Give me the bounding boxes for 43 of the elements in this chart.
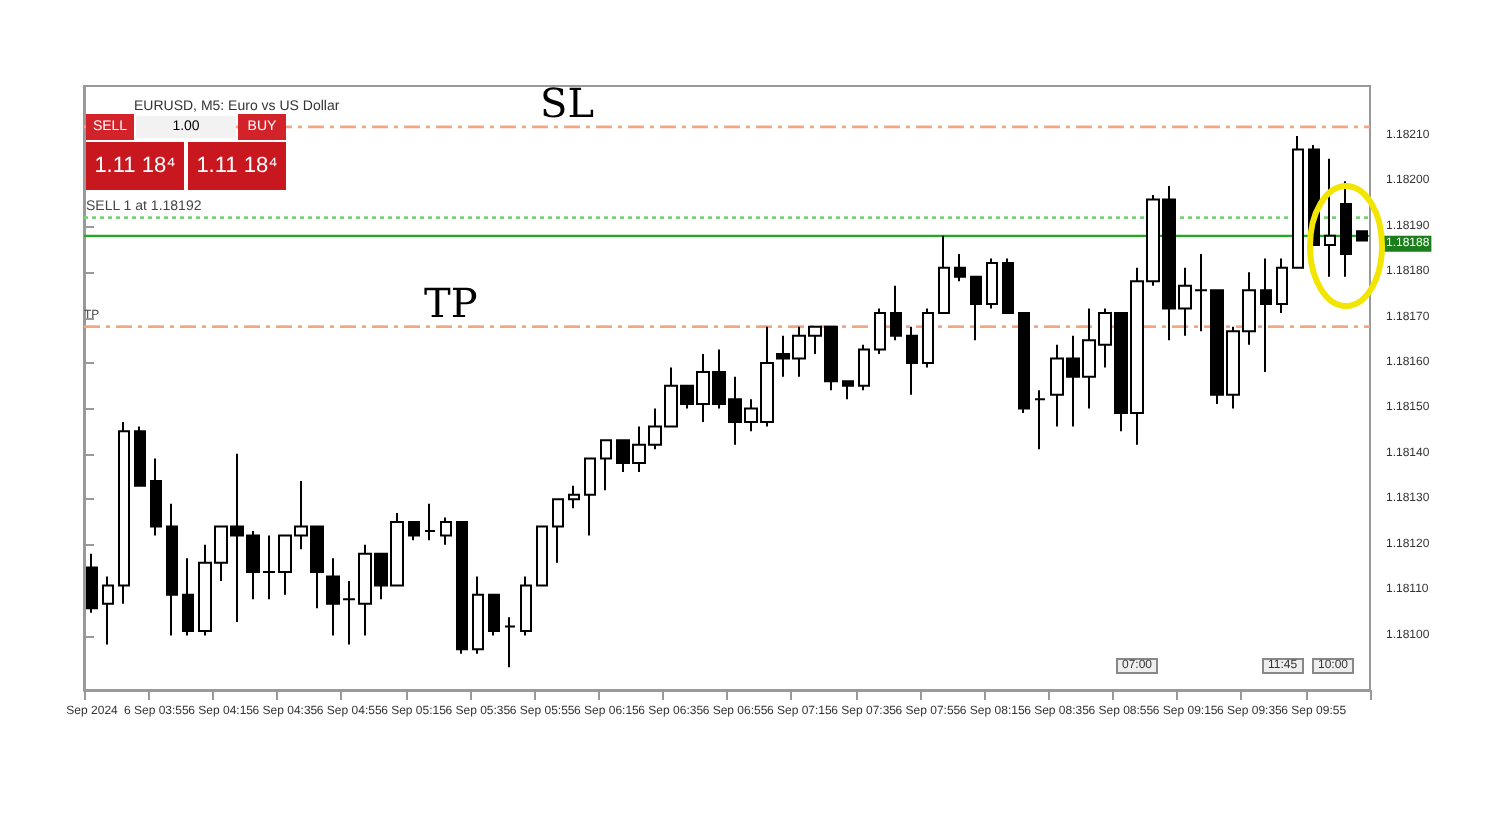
candlestick — [906, 325, 918, 396]
candlestick — [890, 284, 902, 342]
candlestick — [150, 457, 162, 537]
candlestick — [1356, 230, 1368, 242]
candlestick — [118, 421, 130, 605]
candlestick — [874, 307, 886, 355]
candlestick — [86, 552, 98, 614]
candlestick — [504, 616, 516, 669]
candlestick — [536, 525, 548, 587]
candlestick — [970, 275, 982, 342]
candlestick — [488, 593, 500, 637]
candlestick — [858, 343, 870, 392]
annotation: 1.11 18⁴ — [86, 142, 184, 190]
candlestick — [424, 502, 436, 542]
candlestick — [568, 484, 580, 510]
ref-line-label: SL — [540, 78, 594, 127]
candlestick — [1276, 257, 1288, 315]
candlestick — [922, 307, 934, 369]
candlestick — [102, 575, 114, 646]
candlestick — [552, 498, 564, 564]
candlestick — [1324, 157, 1336, 278]
candlestick — [456, 520, 468, 655]
candlestick — [440, 516, 452, 546]
candlestick — [166, 502, 178, 637]
candlestick — [1340, 180, 1352, 278]
candlestick — [584, 457, 596, 537]
candlestick — [1018, 312, 1030, 414]
candlestick — [182, 557, 194, 637]
candlestick — [1034, 389, 1046, 451]
candlestick — [520, 575, 532, 637]
annotation: 1.11 18⁴ — [188, 142, 286, 190]
ref-line-label: TP — [424, 278, 478, 327]
candlestick — [1002, 257, 1014, 315]
candlestick — [1292, 134, 1304, 269]
candlestick — [842, 380, 854, 401]
candlestick — [954, 253, 966, 283]
candlestick — [408, 520, 420, 542]
candlestick — [472, 575, 484, 655]
candlestick — [986, 257, 998, 310]
candlestick — [134, 425, 146, 487]
candlestick — [600, 439, 612, 492]
candlestick — [1260, 257, 1272, 374]
candlestick — [938, 234, 950, 315]
